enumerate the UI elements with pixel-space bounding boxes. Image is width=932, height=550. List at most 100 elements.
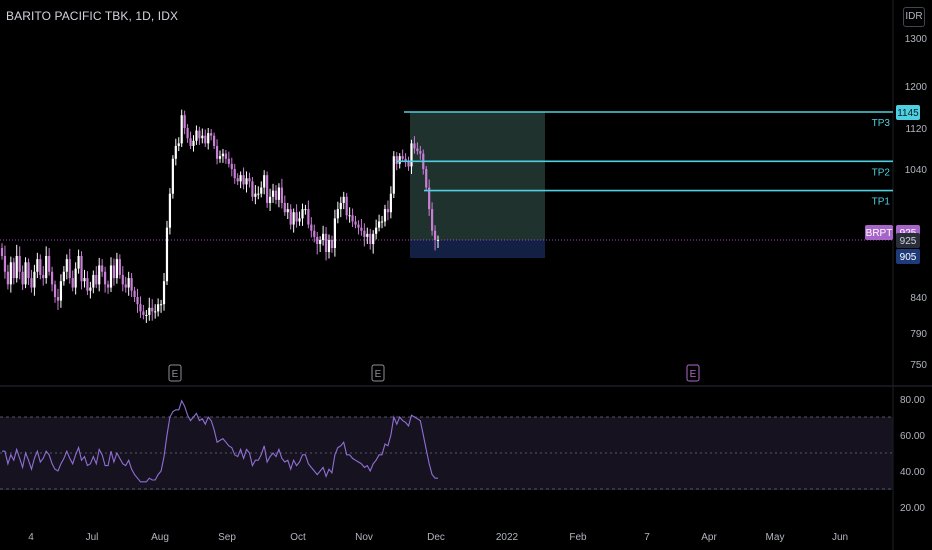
candle-body [104, 271, 107, 285]
candle-body [18, 256, 21, 272]
candle-body [268, 196, 272, 203]
candle-body [398, 156, 401, 164]
candle [86, 271, 89, 296]
candle-body [316, 236, 319, 244]
candle [230, 157, 233, 177]
rsi-pane [0, 399, 893, 490]
rsi-line [2, 399, 438, 483]
candle [121, 266, 124, 292]
candle [342, 191, 345, 210]
candle-body [15, 256, 18, 279]
candle-body [50, 271, 54, 285]
candle-body [327, 240, 331, 252]
candle [360, 219, 363, 236]
candle-body [286, 209, 289, 213]
candle [174, 138, 177, 166]
candle [165, 220, 169, 286]
candle-body [101, 265, 104, 272]
candle [104, 266, 107, 293]
candle [215, 139, 219, 165]
candle [183, 110, 186, 135]
candle-body [195, 130, 198, 141]
candle [257, 186, 260, 200]
candle-body [372, 233, 375, 244]
candle-body [95, 274, 98, 285]
candle [62, 266, 65, 286]
candle-body [89, 287, 92, 291]
candle [389, 186, 392, 219]
candle-body [386, 209, 390, 213]
position-zone [410, 112, 545, 258]
candle-body [210, 133, 213, 136]
candle [109, 257, 113, 292]
earnings-box [371, 364, 385, 382]
candle [345, 193, 348, 220]
candle [224, 150, 227, 164]
candle [159, 299, 163, 313]
candle [295, 204, 298, 228]
price-tick: 750 [910, 360, 927, 371]
price-label-bg [896, 249, 920, 264]
candle-body [165, 227, 169, 282]
candle [221, 149, 225, 163]
candle-body [295, 212, 298, 222]
candle-body [65, 259, 68, 272]
candle-body [168, 193, 172, 228]
currency-badge[interactable]: IDR [903, 7, 925, 27]
candle [307, 200, 310, 229]
candle-body [274, 190, 278, 200]
candle-body [407, 161, 410, 167]
candle [310, 217, 313, 238]
candle [0, 243, 4, 260]
candle-body [248, 178, 251, 182]
price-label-text: 905 [900, 252, 917, 263]
candle [304, 204, 307, 215]
candle-body [112, 265, 116, 279]
candle-body [201, 135, 204, 139]
candle-body [251, 181, 254, 197]
time-tick: Nov [355, 532, 373, 543]
time-tick: Apr [701, 532, 717, 543]
candle-body [133, 290, 136, 297]
earnings-label: E [172, 369, 179, 380]
candle-body [389, 193, 392, 213]
tp-label: TP1 [872, 197, 891, 208]
candle-body [433, 230, 437, 240]
candle [53, 280, 57, 303]
candle [48, 248, 51, 276]
candle [319, 236, 322, 252]
candle [95, 266, 98, 289]
candle [401, 149, 404, 162]
candle-body [257, 193, 260, 195]
candle [283, 195, 286, 216]
candle [242, 167, 245, 190]
candle [136, 288, 139, 313]
candle-body [24, 262, 27, 285]
candle-body [48, 256, 51, 272]
candle-body [283, 202, 286, 213]
candle [186, 124, 189, 143]
rsi-tick: 40.00 [900, 467, 925, 478]
candle [204, 129, 207, 147]
candle [142, 304, 145, 320]
candle-body [425, 169, 428, 188]
candle-body [401, 156, 404, 159]
candle [274, 185, 278, 205]
candle [425, 165, 428, 192]
candle-body [366, 233, 369, 237]
candle [354, 215, 357, 229]
candle [298, 211, 301, 226]
time-tick: Aug [151, 532, 169, 543]
candle [45, 246, 48, 284]
candle-body [115, 259, 118, 279]
price-label: 925 [896, 233, 920, 248]
candle-body [254, 193, 257, 197]
candle-body [109, 265, 113, 288]
candle [322, 225, 325, 246]
candle [419, 145, 422, 160]
candle-body [298, 218, 301, 222]
candle [180, 109, 183, 147]
candle-body [215, 145, 219, 159]
candle [351, 208, 354, 228]
